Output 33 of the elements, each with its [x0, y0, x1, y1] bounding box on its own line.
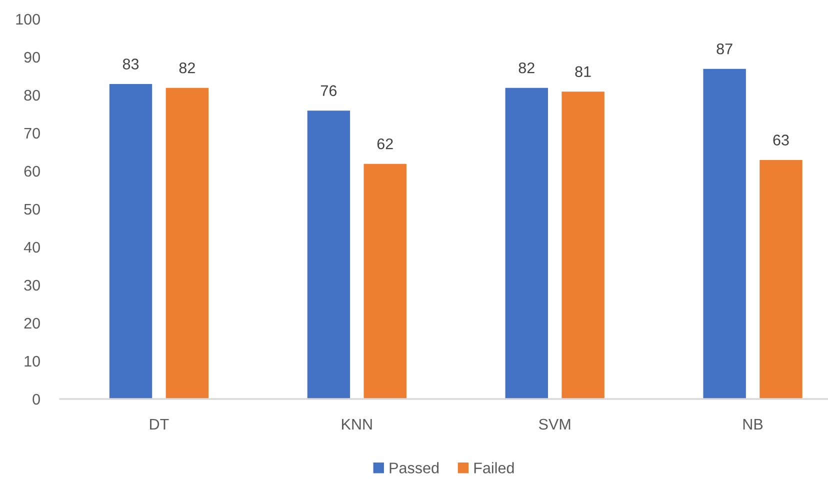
y-tick-label: 80	[24, 90, 40, 101]
bar	[758, 159, 804, 399]
y-tick-label: 0	[32, 394, 40, 405]
y-tick-label: 30	[24, 280, 40, 291]
data-label: 76	[320, 85, 337, 96]
y-tick-label: 50	[24, 204, 40, 215]
bar	[108, 83, 153, 399]
data-label: 83	[122, 58, 139, 70]
data-label: 82	[179, 62, 195, 74]
x-tick-label: DT	[150, 419, 169, 430]
data-label: 81	[575, 66, 591, 78]
data-label: 63	[773, 134, 789, 146]
y-tick-label: 90	[24, 52, 40, 63]
x-tick-label: SVM	[538, 418, 570, 430]
y-tick-label: 100	[16, 14, 40, 25]
y-tick-label: 40	[24, 242, 40, 253]
x-tick-label: KNN	[342, 419, 372, 430]
y-tick-label: 20	[24, 318, 40, 329]
legend-label: Passed	[390, 462, 439, 474]
data-label: 87	[716, 43, 732, 54]
y-tick-label: 10	[24, 356, 40, 367]
legend-label: Failed	[474, 462, 514, 474]
y-tick-label: 70	[24, 128, 40, 139]
y-tick-label: 60	[24, 166, 40, 177]
bar	[702, 68, 747, 399]
x-tick-label: NB	[743, 419, 763, 430]
bar	[504, 86, 549, 399]
bar	[306, 110, 351, 399]
bar	[164, 86, 210, 399]
bar	[560, 90, 606, 399]
data-label: 62	[377, 138, 393, 150]
data-label: 82	[518, 62, 534, 74]
bar	[362, 162, 408, 399]
